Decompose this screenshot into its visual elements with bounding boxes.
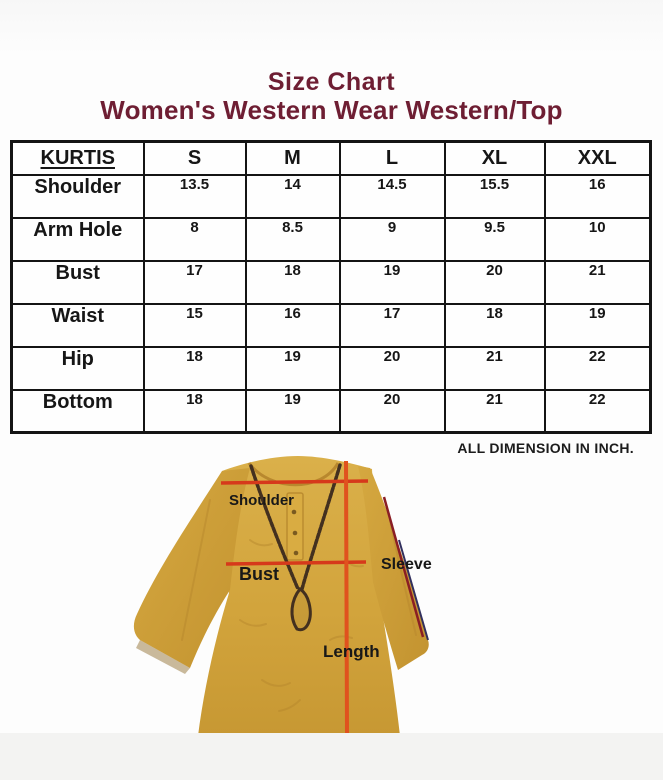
size-value-cell: 16 [244, 302, 341, 348]
garment-right-sleeve [358, 466, 429, 670]
sleeve-measure-label: Sleeve [381, 556, 432, 573]
column-header-xxl: XXL [543, 140, 652, 176]
garment-measurement-diagram: Shoulder Bust Sleeve Length [133, 456, 432, 739]
column-header-m: M [244, 140, 341, 176]
row-label: Bust [10, 259, 145, 305]
size-value-cell: 21 [443, 345, 546, 391]
button [291, 509, 297, 515]
bust-measure-line [225, 560, 367, 566]
sleeve-measure-line [382, 496, 425, 638]
column-header-l: L [338, 140, 446, 176]
size-value-cell: 13.5 [142, 173, 247, 219]
row-label: Hip [10, 345, 145, 391]
table-row-waist: Waist 15 16 17 18 19 [10, 302, 652, 348]
size-value-cell: 9.5 [443, 216, 546, 262]
size-value-cell: 20 [338, 388, 446, 434]
sleeve-measure-line-secondary [398, 539, 429, 641]
table-header-row: KURTIS S M L XL XXL [10, 140, 652, 176]
size-value-cell: 14 [244, 173, 341, 219]
row-label: Bottom [10, 388, 145, 434]
size-value-cell: 18 [142, 388, 247, 434]
table-row-hip: Hip 18 19 20 21 22 [10, 345, 652, 391]
table-row-shoulder: Shoulder 13.5 14 14.5 15.5 16 [10, 173, 652, 219]
table-row-armhole: Arm Hole 8 8.5 9 9.5 10 [10, 216, 652, 262]
size-value-cell: 17 [338, 302, 446, 348]
size-value-cell: 9 [338, 216, 446, 262]
pendant [290, 586, 312, 632]
fabric-folds [181, 499, 417, 712]
page-subtitle: Women's Western Wear Western/Top [100, 95, 563, 125]
row-label: Waist [10, 302, 145, 348]
button [293, 550, 299, 556]
garment-body [198, 456, 400, 736]
neckline [247, 462, 340, 487]
size-value-cell: 14.5 [338, 173, 446, 219]
size-value-cell: 18 [244, 259, 341, 305]
size-value-cell: 17 [142, 259, 247, 305]
page-header: Size Chart Women's Western Wear Western/… [0, 68, 663, 125]
button-placket [286, 492, 304, 561]
garment-left-sleeve [133, 468, 250, 668]
column-header-xl: XL [443, 140, 546, 176]
size-value-cell: 15 [142, 302, 247, 348]
size-value-cell: 21 [443, 388, 546, 434]
length-measure-label: Length [323, 642, 380, 661]
size-value-cell: 19 [244, 388, 341, 434]
size-value-cell: 21 [543, 259, 652, 305]
size-value-cell: 22 [543, 345, 652, 391]
size-value-cell: 22 [543, 388, 652, 434]
left-cuff-shadow [136, 640, 190, 674]
size-chart-table: KURTIS S M L XL XXL Shoulder 13.5 14 14.… [10, 140, 652, 434]
size-value-cell: 20 [338, 345, 446, 391]
length-measure-line [344, 460, 349, 735]
size-value-cell: 10 [543, 216, 652, 262]
dimension-unit-note: ALL DIMENSION IN INCH. [457, 440, 634, 456]
bust-measure-label: Bust [239, 564, 279, 584]
size-value-cell: 18 [443, 302, 546, 348]
size-value-cell: 16 [543, 173, 652, 219]
column-header-kurtis: KURTIS [10, 140, 145, 176]
table-row-bottom: Bottom 18 19 20 21 22 [10, 388, 652, 434]
kurtis-label: KURTIS [40, 146, 115, 169]
size-value-cell: 15.5 [443, 173, 546, 219]
size-value-cell: 19 [244, 345, 341, 391]
size-value-cell: 20 [443, 259, 546, 305]
size-value-cell: 8.5 [244, 216, 341, 262]
shoulder-measure-label: Shoulder [229, 492, 294, 509]
size-value-cell: 8 [142, 216, 247, 262]
size-value-cell: 19 [338, 259, 446, 305]
row-label: Shoulder [10, 173, 145, 219]
table-row-bust: Bust 17 18 19 20 21 [10, 259, 652, 305]
row-label: Arm Hole [10, 216, 145, 262]
column-header-s: S [142, 140, 247, 176]
size-value-cell: 18 [142, 345, 247, 391]
page-title: Size Chart [267, 68, 396, 96]
bottom-gray-strip [0, 733, 663, 780]
button [292, 530, 298, 536]
shoulder-measure-line [220, 479, 369, 485]
size-value-cell: 19 [543, 302, 652, 348]
